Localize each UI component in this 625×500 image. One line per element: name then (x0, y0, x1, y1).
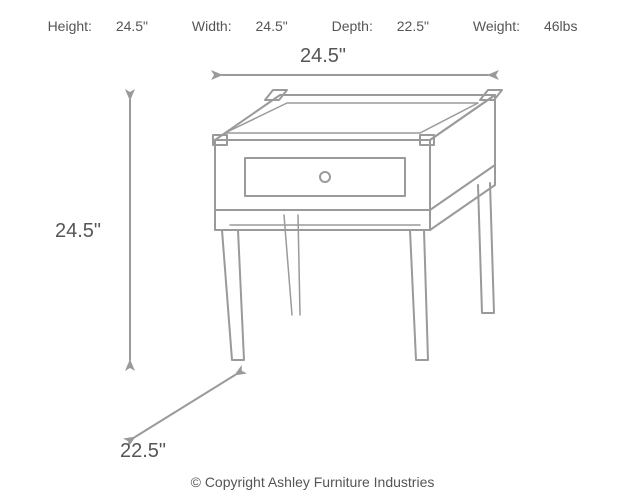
spec-weight: Weight: 46lbs (463, 18, 588, 34)
spec-depth: Depth: 22.5" (322, 18, 439, 34)
spec-bar: Height: 24.5" Width: 24.5" Depth: 22.5" … (0, 18, 625, 34)
dim-height-label: 24.5" (55, 220, 101, 243)
dim-width-label: 24.5" (300, 45, 346, 68)
diagram-canvas: 24.5" 24.5" 22.5" (0, 45, 625, 460)
dim-depth-label: 22.5" (120, 440, 166, 463)
spec-width: Width: 24.5" (182, 18, 298, 34)
copyright-text: © Copyright Ashley Furniture Industries (0, 474, 625, 490)
spec-height: Height: 24.5" (38, 18, 158, 34)
